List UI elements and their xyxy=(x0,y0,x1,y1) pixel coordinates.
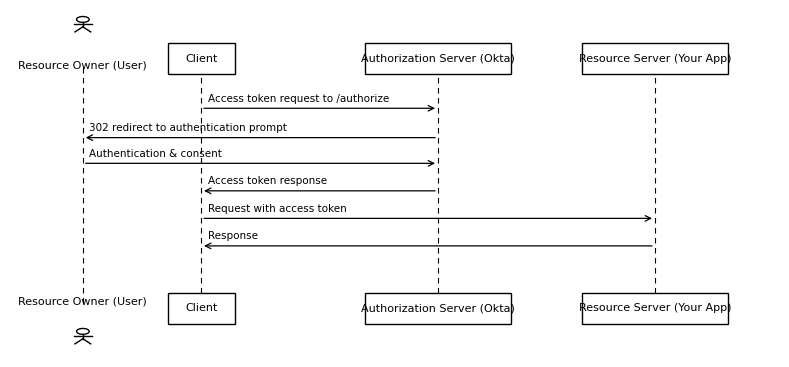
Text: Resource Owner (User): Resource Owner (User) xyxy=(18,297,148,306)
Bar xyxy=(581,293,727,324)
Text: Client: Client xyxy=(185,303,218,313)
Bar xyxy=(365,293,510,324)
Bar xyxy=(167,43,235,74)
Text: Resource Server (Your App): Resource Server (Your App) xyxy=(578,303,731,313)
Text: Request with access token: Request with access token xyxy=(208,204,346,214)
Text: Client: Client xyxy=(185,54,218,64)
Bar xyxy=(365,43,510,74)
Text: Authorization Server (Okta): Authorization Server (Okta) xyxy=(361,54,515,64)
Bar xyxy=(167,293,235,324)
Text: Resource Owner (User): Resource Owner (User) xyxy=(18,61,148,70)
Text: 302 redirect to authentication prompt: 302 redirect to authentication prompt xyxy=(89,123,287,133)
Text: Authentication & consent: Authentication & consent xyxy=(89,149,222,159)
Text: Access token response: Access token response xyxy=(208,177,327,186)
Text: Resource Server (Your App): Resource Server (Your App) xyxy=(578,54,731,64)
Bar xyxy=(581,43,727,74)
Text: Authorization Server (Okta): Authorization Server (Okta) xyxy=(361,303,515,313)
Text: Response: Response xyxy=(208,232,257,241)
Text: Access token request to /authorize: Access token request to /authorize xyxy=(208,94,389,104)
